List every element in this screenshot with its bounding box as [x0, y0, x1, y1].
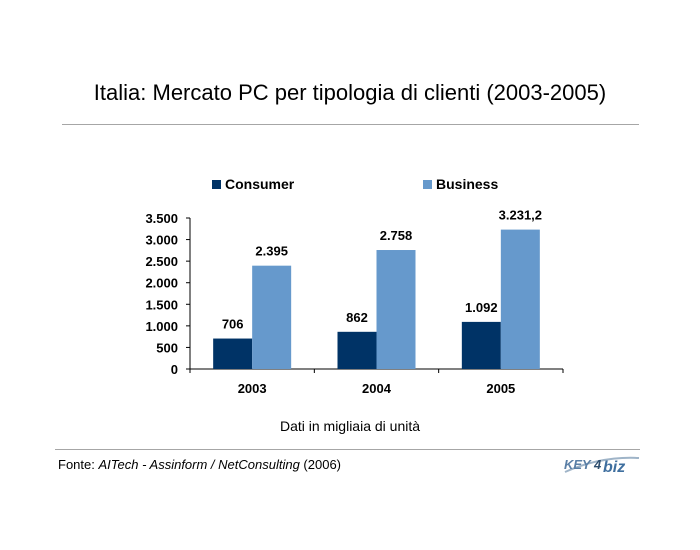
y-tick-label: 2.500 [145, 254, 178, 269]
source-name: AITech - Assinform / NetConsulting [98, 457, 300, 472]
logo-key: KEY [564, 457, 592, 472]
data-label-consumer: 706 [222, 317, 244, 332]
source-prefix: Fonte: [58, 457, 99, 472]
y-tick-label: 1.500 [145, 297, 178, 312]
data-label-business: 3.231,2 [499, 208, 542, 223]
legend-label-business: Business [436, 176, 499, 192]
data-label-consumer: 862 [346, 310, 368, 325]
source-year: (2006) [299, 457, 342, 472]
legend-label-consumer: Consumer [225, 176, 295, 192]
data-label-business: 2.758 [380, 228, 413, 243]
y-tick-label: 0 [171, 362, 178, 377]
logo-four: 4 [593, 457, 602, 472]
bar-business [252, 265, 292, 369]
legend-swatch-consumer [212, 179, 221, 189]
units-note: Dati in migliaia di unità [279, 418, 421, 434]
y-tick-label: 1.000 [145, 319, 178, 334]
x-tick-label: 2004 [362, 381, 392, 396]
x-tick-label: 2003 [238, 381, 267, 396]
logo-biz: biz [603, 459, 625, 476]
data-label-business: 2.395 [255, 244, 288, 259]
y-tick-label: 3.500 [145, 211, 178, 226]
bar-consumer [213, 338, 253, 369]
bar-consumer [461, 321, 501, 369]
bar-consumer [337, 331, 377, 369]
y-tick-label: 500 [156, 340, 178, 355]
legend-swatch-business [423, 179, 432, 189]
y-tick-label: 2.000 [145, 276, 178, 291]
title-divider [62, 124, 639, 125]
footer-divider [55, 449, 640, 450]
source-note: Fonte: AITech - Assinform / NetConsultin… [58, 457, 341, 472]
chart-title: Italia: Mercato PC per tipologia di clie… [93, 80, 607, 105]
data-label-consumer: 1.092 [465, 300, 498, 315]
x-tick-label: 2005 [486, 381, 515, 396]
key4biz-logo: KEY 4 biz [564, 456, 640, 476]
legend-item-business: Business [423, 176, 498, 192]
y-tick-label: 3.000 [145, 233, 178, 248]
bar-business [376, 250, 416, 369]
bar-business [500, 229, 540, 369]
legend-item-consumer: Consumer [212, 176, 294, 192]
